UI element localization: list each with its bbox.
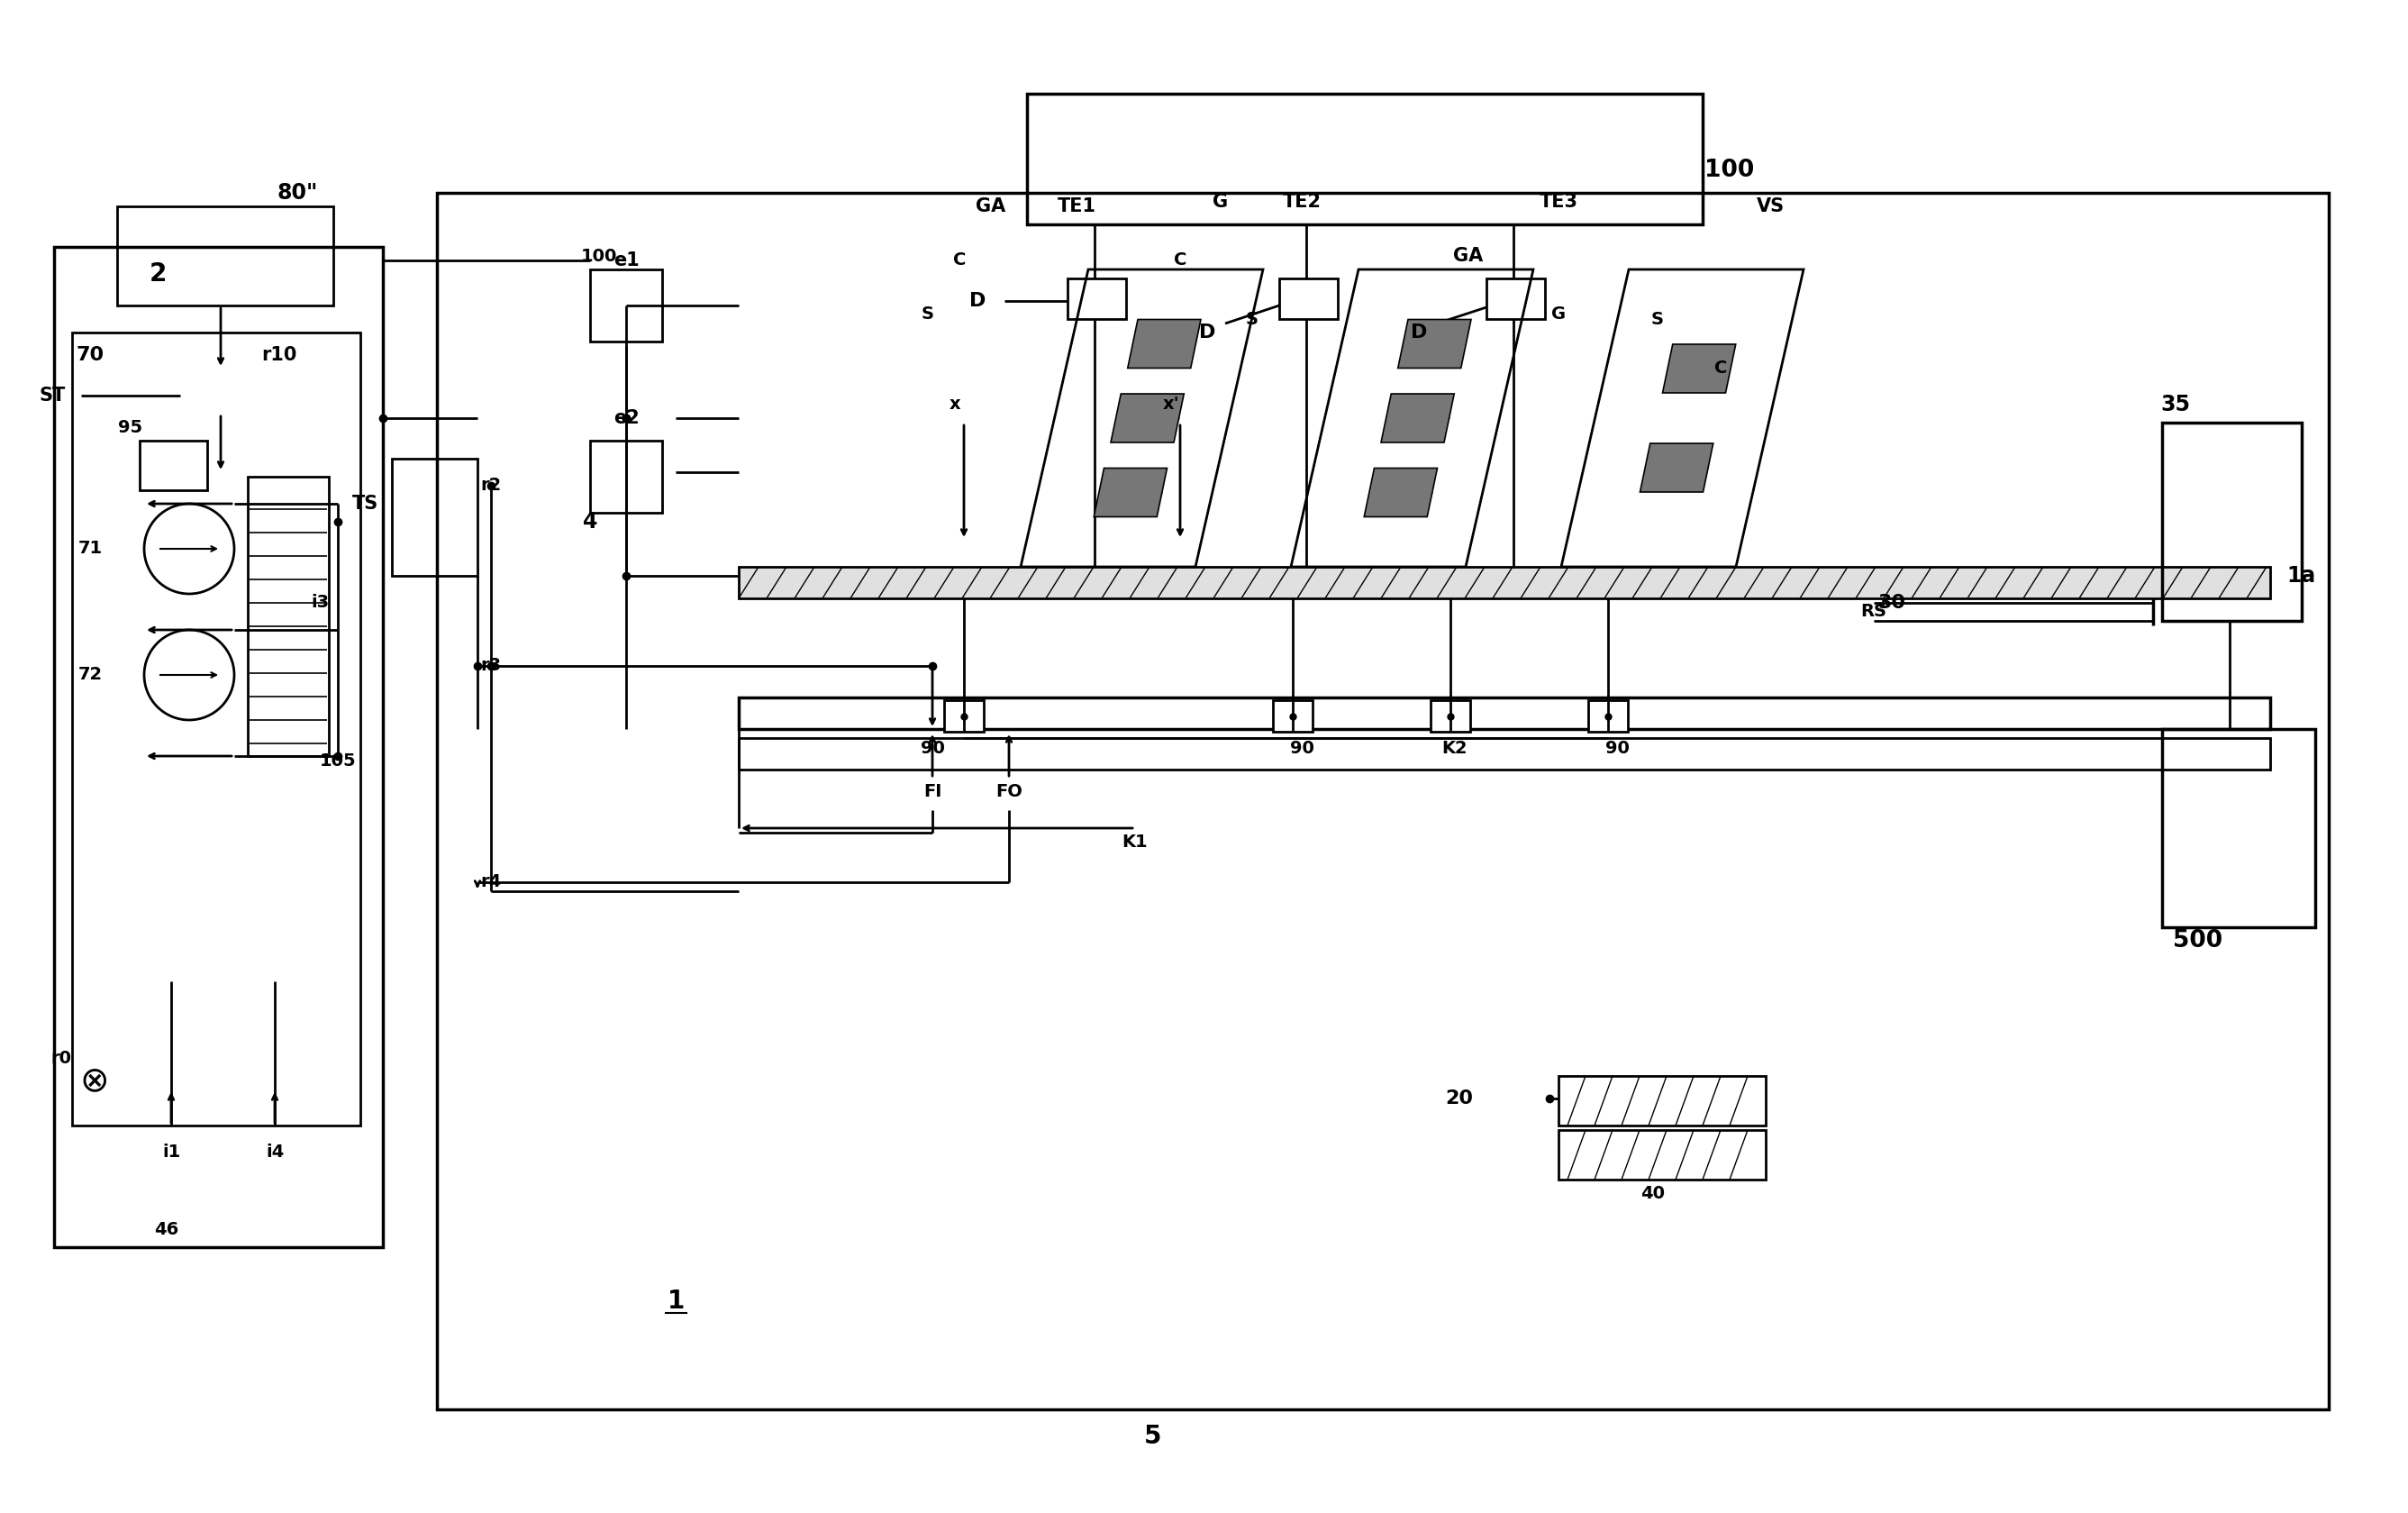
Text: C: C bbox=[1714, 360, 1727, 377]
Bar bbox=[590, 440, 662, 513]
Text: S: S bbox=[922, 306, 934, 324]
Bar bbox=[1558, 1130, 1765, 1180]
Text: 100: 100 bbox=[1705, 159, 1755, 182]
Text: ST: ST bbox=[39, 387, 65, 404]
Polygon shape bbox=[1662, 345, 1736, 393]
Text: 20: 20 bbox=[1445, 1089, 1474, 1108]
Polygon shape bbox=[1127, 319, 1202, 368]
Text: G: G bbox=[1214, 192, 1228, 210]
Text: VS: VS bbox=[1755, 197, 1784, 215]
Polygon shape bbox=[1110, 393, 1185, 442]
Bar bbox=[2162, 422, 2302, 620]
Bar bbox=[1279, 278, 1339, 319]
Text: i4: i4 bbox=[265, 1144, 284, 1160]
Bar bbox=[590, 269, 662, 342]
Text: r3: r3 bbox=[482, 657, 501, 675]
Text: 5: 5 bbox=[1144, 1424, 1163, 1449]
Text: FO: FO bbox=[995, 784, 1023, 800]
Text: 2: 2 bbox=[149, 262, 166, 286]
Bar bbox=[436, 192, 2329, 1410]
Text: TE3: TE3 bbox=[1539, 192, 1577, 210]
Bar bbox=[1026, 94, 1702, 224]
Text: K2: K2 bbox=[1442, 740, 1469, 758]
Text: RS: RS bbox=[1861, 604, 1888, 620]
Text: r2: r2 bbox=[482, 477, 501, 495]
Text: i3: i3 bbox=[311, 595, 330, 611]
Text: x': x' bbox=[1163, 396, 1180, 413]
Text: 35: 35 bbox=[2160, 393, 2191, 416]
Text: r0: r0 bbox=[51, 1050, 72, 1067]
Text: e1: e1 bbox=[614, 251, 638, 269]
Bar bbox=[1067, 278, 1127, 319]
Text: 1a: 1a bbox=[2288, 564, 2316, 587]
Text: e2: e2 bbox=[614, 409, 638, 427]
Text: 90: 90 bbox=[920, 740, 944, 758]
Bar bbox=[1486, 278, 1546, 319]
Bar bbox=[944, 701, 985, 732]
Bar bbox=[739, 697, 2271, 729]
Text: ⊗: ⊗ bbox=[79, 1064, 108, 1097]
Text: D: D bbox=[1411, 324, 1428, 342]
Text: r4: r4 bbox=[482, 873, 501, 891]
Text: GA: GA bbox=[1454, 247, 1483, 265]
Text: 72: 72 bbox=[77, 666, 101, 684]
Bar bbox=[1589, 701, 1628, 732]
Text: 105: 105 bbox=[320, 752, 356, 769]
Text: x: x bbox=[949, 396, 961, 413]
Text: TS: TS bbox=[352, 495, 378, 513]
Text: K1: K1 bbox=[1122, 834, 1149, 850]
Bar bbox=[72, 333, 361, 1126]
Text: 70: 70 bbox=[77, 346, 104, 365]
Text: FI: FI bbox=[922, 784, 942, 800]
Polygon shape bbox=[1399, 319, 1471, 368]
Text: C: C bbox=[1173, 251, 1187, 269]
Text: S: S bbox=[1245, 310, 1259, 327]
Text: D: D bbox=[1199, 324, 1216, 342]
Text: i1: i1 bbox=[161, 1144, 181, 1160]
Bar bbox=[739, 567, 2271, 598]
Bar bbox=[248, 477, 330, 756]
Text: 80": 80" bbox=[277, 182, 318, 204]
Polygon shape bbox=[1363, 468, 1438, 517]
Bar bbox=[1430, 701, 1471, 732]
Text: 500: 500 bbox=[2174, 929, 2223, 953]
Polygon shape bbox=[1093, 468, 1168, 517]
Text: 71: 71 bbox=[77, 540, 101, 557]
Text: S: S bbox=[1652, 310, 1664, 327]
Text: 40: 40 bbox=[1640, 1185, 1666, 1201]
Text: TE1: TE1 bbox=[1057, 197, 1096, 215]
Text: C: C bbox=[954, 251, 966, 269]
Bar bbox=[1558, 1076, 1765, 1126]
Bar bbox=[140, 440, 207, 490]
Text: GA: GA bbox=[975, 197, 1007, 215]
Bar bbox=[2162, 729, 2314, 927]
Bar bbox=[53, 247, 383, 1247]
Bar bbox=[1274, 701, 1312, 732]
Text: G: G bbox=[1551, 306, 1565, 324]
Text: 4: 4 bbox=[583, 511, 597, 533]
Text: 100: 100 bbox=[580, 247, 616, 265]
Bar bbox=[393, 458, 477, 576]
Text: TE2: TE2 bbox=[1283, 192, 1322, 210]
Text: 90: 90 bbox=[1606, 740, 1630, 758]
Text: 95: 95 bbox=[118, 419, 142, 436]
Text: D: D bbox=[968, 292, 985, 310]
Text: 1: 1 bbox=[667, 1289, 684, 1313]
Bar bbox=[118, 206, 332, 306]
Text: r10: r10 bbox=[262, 346, 296, 365]
Polygon shape bbox=[1640, 443, 1712, 492]
Text: 90: 90 bbox=[1291, 740, 1315, 758]
Text: 30: 30 bbox=[1878, 593, 1905, 611]
Bar bbox=[739, 738, 2271, 770]
Polygon shape bbox=[1382, 393, 1454, 442]
Text: 46: 46 bbox=[154, 1221, 178, 1238]
